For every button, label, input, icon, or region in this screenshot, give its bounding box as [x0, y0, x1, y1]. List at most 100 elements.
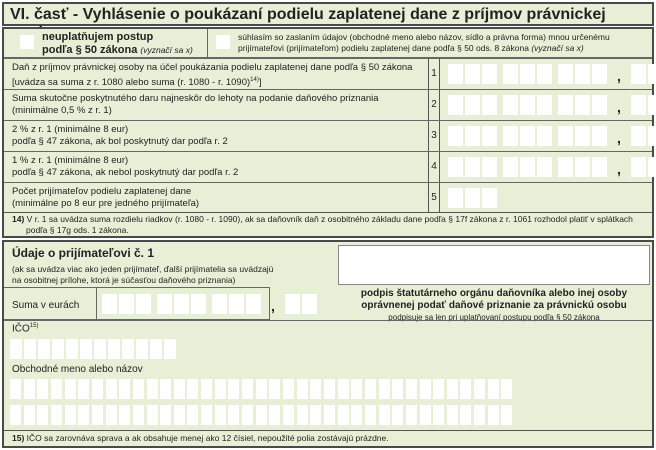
name-char-box[interactable] [105, 405, 117, 425]
name-char-box[interactable] [378, 379, 390, 399]
name-char-box[interactable] [487, 379, 499, 399]
ico-digit-box[interactable] [164, 339, 176, 359]
name-char-box[interactable] [337, 379, 349, 399]
name-char-box[interactable] [405, 405, 417, 425]
name-char-box[interactable] [337, 405, 349, 425]
line-4-digit-box[interactable] [465, 157, 480, 177]
name-char-box[interactable] [269, 379, 281, 399]
name-char-box[interactable] [214, 379, 226, 399]
line-3-digit-box[interactable] [558, 126, 573, 146]
name-char-box[interactable] [132, 379, 144, 399]
name-char-box[interactable] [433, 379, 445, 399]
sum-digit-box[interactable] [246, 294, 261, 314]
name-char-box[interactable] [255, 405, 267, 425]
name-char-box[interactable] [283, 379, 294, 399]
name-char-box[interactable] [474, 405, 486, 425]
name-char-box[interactable] [187, 379, 199, 399]
line-4-digit-box[interactable] [592, 157, 607, 177]
line-4-digit-box[interactable] [537, 157, 552, 177]
line-4-digit-box[interactable] [558, 157, 573, 177]
ico-digit-box[interactable] [80, 339, 92, 359]
name-char-box[interactable] [296, 379, 308, 399]
name-char-box[interactable] [405, 379, 417, 399]
name-char-box[interactable] [283, 405, 294, 425]
line-2-digit-box[interactable] [520, 95, 535, 115]
sum-digit-box[interactable] [157, 294, 172, 314]
sum-digit-box[interactable] [191, 294, 206, 314]
recipient-count-box[interactable] [465, 188, 480, 208]
name-char-box[interactable] [23, 379, 35, 399]
name-char-box[interactable] [255, 379, 267, 399]
name-char-box[interactable] [310, 405, 322, 425]
line-1-decimal-box[interactable] [648, 64, 656, 84]
line-1-digit-box[interactable] [575, 64, 590, 84]
name-char-box[interactable] [214, 405, 226, 425]
name-char-box[interactable] [501, 379, 513, 399]
line-1-digit-box[interactable] [503, 64, 518, 84]
name-char-box[interactable] [228, 405, 240, 425]
ico-digit-box[interactable] [66, 339, 78, 359]
name-char-box[interactable] [91, 405, 103, 425]
line-3-decimal-box[interactable] [631, 126, 646, 146]
line-1-digit-box[interactable] [592, 64, 607, 84]
name-char-box[interactable] [364, 379, 376, 399]
sum-digit-box[interactable] [212, 294, 227, 314]
ico-digit-box[interactable] [52, 339, 64, 359]
name-char-box[interactable] [487, 405, 499, 425]
checkbox-not-applying[interactable] [20, 35, 34, 49]
name-char-box[interactable] [119, 405, 131, 425]
name-char-box[interactable] [310, 379, 322, 399]
name-char-box[interactable] [460, 405, 472, 425]
line-4-decimal-box[interactable] [631, 157, 646, 177]
name-char-box[interactable] [474, 379, 486, 399]
ico-digit-box[interactable] [10, 339, 22, 359]
ico-digit-box[interactable] [108, 339, 120, 359]
name-char-box[interactable] [23, 405, 35, 425]
name-char-box[interactable] [364, 405, 376, 425]
name-char-box[interactable] [78, 379, 90, 399]
line-2-digit-box[interactable] [558, 95, 573, 115]
name-char-box[interactable] [91, 379, 103, 399]
line-2-decimal-box[interactable] [631, 95, 646, 115]
sum-digit-box[interactable] [102, 294, 117, 314]
line-3-digit-box[interactable] [482, 126, 497, 146]
sum-digit-box[interactable] [136, 294, 151, 314]
name-char-box[interactable] [64, 379, 76, 399]
line-3-digit-box[interactable] [465, 126, 480, 146]
line-4-digit-box[interactable] [520, 157, 535, 177]
name-char-box[interactable] [378, 405, 390, 425]
sum-decimal-box[interactable] [285, 294, 300, 314]
checkbox-consent[interactable] [216, 35, 230, 49]
line-2-decimal-box[interactable] [648, 95, 656, 115]
name-char-box[interactable] [10, 379, 21, 399]
name-char-box[interactable] [460, 379, 472, 399]
name-char-box[interactable] [132, 405, 144, 425]
line-4-digit-box[interactable] [482, 157, 497, 177]
name-char-box[interactable] [296, 405, 308, 425]
recipient-count-box[interactable] [482, 188, 497, 208]
line-1-digit-box[interactable] [520, 64, 535, 84]
line-3-digit-box[interactable] [503, 126, 518, 146]
name-char-box[interactable] [37, 379, 49, 399]
name-char-box[interactable] [50, 379, 62, 399]
name-char-box[interactable] [501, 405, 513, 425]
name-char-box[interactable] [392, 379, 404, 399]
name-char-box[interactable] [351, 405, 363, 425]
name-char-box[interactable] [187, 405, 199, 425]
name-char-box[interactable] [446, 405, 458, 425]
name-char-box[interactable] [201, 405, 213, 425]
name-char-box[interactable] [351, 379, 363, 399]
name-char-box[interactable] [78, 405, 90, 425]
sum-decimal-box[interactable] [302, 294, 317, 314]
name-char-box[interactable] [173, 379, 185, 399]
name-char-box[interactable] [173, 405, 185, 425]
name-char-box[interactable] [242, 405, 254, 425]
line-2-digit-box[interactable] [503, 95, 518, 115]
signature-field[interactable] [338, 245, 650, 285]
ico-digit-box[interactable] [136, 339, 148, 359]
sum-digit-box[interactable] [119, 294, 134, 314]
name-char-box[interactable] [64, 405, 76, 425]
ico-digit-box[interactable] [94, 339, 106, 359]
line-2-digit-box[interactable] [482, 95, 497, 115]
line-3-decimal-box[interactable] [648, 126, 656, 146]
